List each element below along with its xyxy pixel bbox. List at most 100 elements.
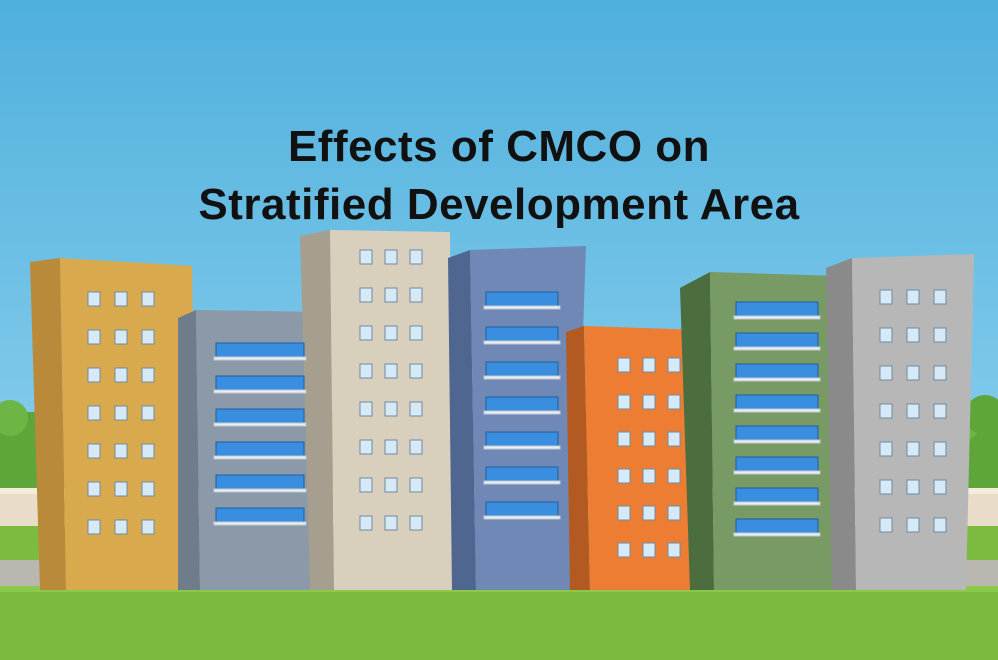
window bbox=[87, 481, 101, 497]
window bbox=[735, 487, 819, 503]
window bbox=[642, 505, 656, 521]
window bbox=[483, 340, 561, 345]
window bbox=[409, 439, 423, 455]
window bbox=[215, 342, 305, 358]
window bbox=[667, 431, 681, 447]
window bbox=[667, 542, 681, 558]
window bbox=[215, 441, 305, 457]
building-yellow bbox=[30, 258, 196, 590]
window bbox=[667, 505, 681, 521]
window bbox=[617, 431, 631, 447]
window bbox=[617, 542, 631, 558]
window bbox=[642, 394, 656, 410]
window bbox=[642, 357, 656, 373]
window bbox=[735, 456, 819, 472]
window bbox=[384, 325, 398, 341]
window bbox=[735, 425, 819, 441]
window bbox=[483, 410, 561, 415]
window bbox=[409, 249, 423, 265]
building-silver bbox=[826, 254, 974, 590]
window bbox=[733, 501, 821, 506]
window bbox=[213, 488, 307, 493]
window bbox=[617, 357, 631, 373]
window bbox=[213, 455, 307, 460]
window bbox=[933, 327, 947, 343]
window bbox=[617, 505, 631, 521]
window bbox=[114, 367, 128, 383]
window bbox=[642, 542, 656, 558]
window bbox=[485, 361, 559, 377]
window bbox=[485, 291, 559, 307]
window bbox=[485, 501, 559, 517]
window bbox=[906, 403, 920, 419]
window bbox=[141, 405, 155, 421]
window bbox=[733, 439, 821, 444]
window bbox=[906, 479, 920, 495]
window bbox=[213, 521, 307, 526]
window bbox=[359, 515, 373, 531]
window bbox=[483, 305, 561, 310]
window bbox=[642, 431, 656, 447]
window bbox=[359, 363, 373, 379]
page-title: Effects of CMCO on Stratified Developmen… bbox=[0, 118, 998, 234]
window bbox=[141, 481, 155, 497]
window bbox=[879, 441, 893, 457]
window bbox=[409, 325, 423, 341]
window bbox=[114, 443, 128, 459]
window bbox=[384, 477, 398, 493]
window bbox=[906, 327, 920, 343]
window bbox=[485, 466, 559, 482]
window bbox=[733, 408, 821, 413]
window bbox=[213, 422, 307, 427]
window bbox=[141, 443, 155, 459]
window bbox=[485, 326, 559, 342]
window bbox=[667, 468, 681, 484]
window bbox=[879, 517, 893, 533]
window bbox=[409, 477, 423, 493]
window bbox=[617, 394, 631, 410]
window bbox=[141, 519, 155, 535]
window bbox=[483, 480, 561, 485]
window bbox=[359, 325, 373, 341]
window bbox=[384, 287, 398, 303]
window bbox=[879, 289, 893, 305]
window bbox=[735, 518, 819, 534]
window bbox=[906, 365, 920, 381]
window bbox=[87, 519, 101, 535]
title-line-2: Stratified Development Area bbox=[198, 180, 800, 229]
window bbox=[733, 470, 821, 475]
window bbox=[384, 401, 398, 417]
building-windows bbox=[87, 249, 947, 558]
window bbox=[735, 332, 819, 348]
window bbox=[483, 445, 561, 450]
window bbox=[933, 517, 947, 533]
window bbox=[879, 479, 893, 495]
window bbox=[87, 443, 101, 459]
window bbox=[215, 408, 305, 424]
window bbox=[114, 291, 128, 307]
window bbox=[409, 287, 423, 303]
building-orange bbox=[566, 326, 704, 590]
title-line-1: Effects of CMCO on bbox=[287, 122, 711, 171]
window bbox=[87, 405, 101, 421]
window bbox=[735, 394, 819, 410]
window bbox=[213, 389, 307, 394]
window bbox=[141, 329, 155, 345]
window bbox=[906, 517, 920, 533]
window bbox=[733, 532, 821, 537]
window bbox=[359, 249, 373, 265]
window bbox=[409, 515, 423, 531]
window bbox=[879, 403, 893, 419]
building-cream bbox=[300, 230, 452, 590]
window bbox=[733, 377, 821, 382]
window bbox=[879, 365, 893, 381]
window bbox=[384, 515, 398, 531]
window bbox=[215, 474, 305, 490]
window bbox=[359, 439, 373, 455]
window bbox=[906, 289, 920, 305]
window bbox=[483, 375, 561, 380]
window bbox=[483, 515, 561, 520]
window bbox=[485, 396, 559, 412]
window bbox=[933, 403, 947, 419]
